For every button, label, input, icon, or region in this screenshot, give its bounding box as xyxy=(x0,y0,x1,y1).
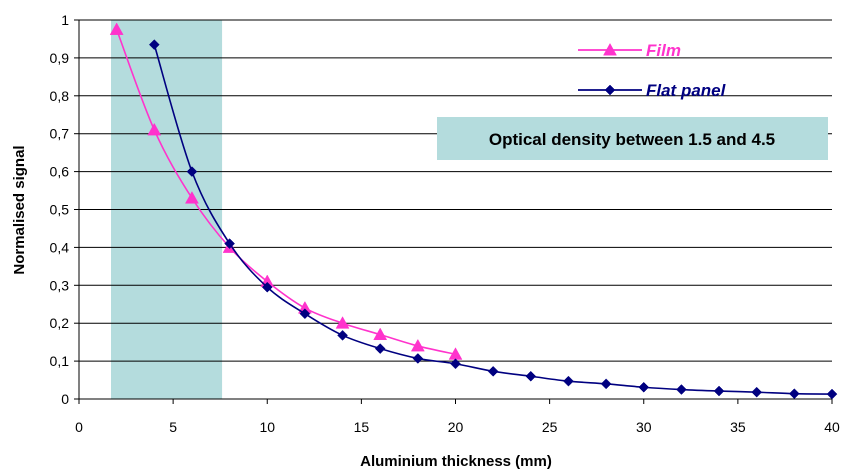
y-tick-label: 0,1 xyxy=(50,353,70,369)
annotation-layer: Optical density between 1.5 and 4.5 xyxy=(437,117,828,160)
data-point-flat-panel xyxy=(827,389,837,399)
x-tick-label: 0 xyxy=(75,419,83,435)
x-tick-label: 15 xyxy=(354,419,370,435)
annotation-text: Optical density between 1.5 and 4.5 xyxy=(489,130,775,149)
legend-item-flat-panel: Flat panel xyxy=(578,81,727,100)
data-point-flat-panel xyxy=(752,387,762,397)
y-tick-label: 0,8 xyxy=(50,88,70,104)
y-axis-title: Normalised signal xyxy=(11,145,28,274)
x-tick-label: 20 xyxy=(448,419,464,435)
x-tick-label: 40 xyxy=(824,419,840,435)
data-point-flat-panel xyxy=(413,353,423,363)
y-tick-label: 0,9 xyxy=(50,50,70,66)
y-tick-label: 0,5 xyxy=(50,202,70,218)
data-point-flat-panel xyxy=(375,344,385,354)
x-tick-label: 10 xyxy=(259,419,275,435)
x-tick-label: 5 xyxy=(169,419,177,435)
y-tick-label: 1 xyxy=(61,12,69,28)
x-axis-title: Aluminium thickness (mm) xyxy=(360,453,552,470)
data-point-flat-panel xyxy=(526,371,536,381)
x-tick-label: 25 xyxy=(542,419,558,435)
y-tick-label: 0 xyxy=(61,391,69,407)
x-tick-label: 35 xyxy=(730,419,746,435)
data-point-flat-panel xyxy=(338,330,348,340)
data-point-flat-panel xyxy=(639,382,649,392)
data-point-flat-panel xyxy=(601,379,611,389)
y-tick-label: 0,7 xyxy=(50,126,70,142)
data-point-flat-panel xyxy=(789,389,799,399)
data-point-flat-panel xyxy=(563,376,573,386)
data-point-flat-panel xyxy=(451,359,461,369)
legend-item-film: Film xyxy=(578,41,681,60)
data-point-film xyxy=(336,317,349,329)
x-tick-label: 30 xyxy=(636,419,652,435)
series-flat-panel xyxy=(149,40,837,399)
y-tick-label: 0,4 xyxy=(50,239,70,255)
series-line-flat-panel xyxy=(154,45,832,394)
legend-label-film: Film xyxy=(646,41,681,60)
legend-marker-flat-panel xyxy=(605,85,615,95)
data-point-flat-panel xyxy=(676,385,686,395)
y-tick-label: 0,3 xyxy=(50,277,70,293)
y-tick-label: 0,6 xyxy=(50,164,70,180)
y-tick-label: 0,2 xyxy=(50,315,70,331)
legend: Film Flat panel xyxy=(578,41,727,100)
data-point-flat-panel xyxy=(488,366,498,376)
legend-label-flat-panel: Flat panel xyxy=(646,81,727,100)
data-point-flat-panel xyxy=(714,386,724,396)
